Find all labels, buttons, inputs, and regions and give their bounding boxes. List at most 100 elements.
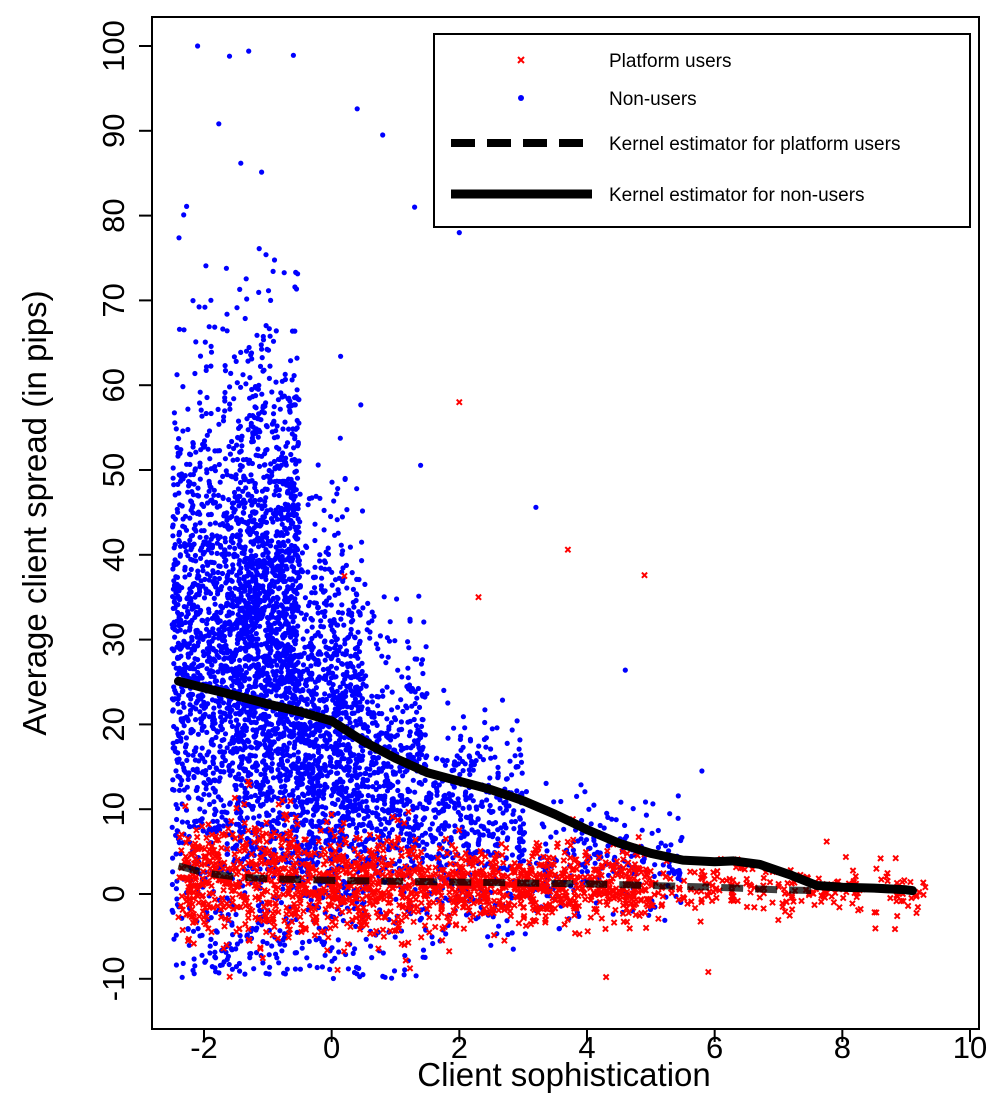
non-user-point bbox=[328, 663, 334, 669]
non-user-point bbox=[176, 537, 182, 544]
non-user-point bbox=[294, 827, 300, 834]
non-user-point bbox=[274, 529, 280, 535]
non-user-point bbox=[286, 395, 292, 401]
non-user-point bbox=[187, 537, 193, 543]
non-user-point bbox=[314, 797, 320, 803]
non-user-point bbox=[418, 822, 424, 828]
non-user-point bbox=[414, 805, 420, 811]
non-user-point bbox=[262, 604, 268, 610]
non-user-point bbox=[405, 675, 411, 681]
non-user-point bbox=[278, 508, 284, 515]
non-user-point bbox=[181, 767, 187, 774]
non-user-point bbox=[293, 653, 299, 659]
non-user-point bbox=[301, 616, 308, 622]
non-user-point bbox=[275, 552, 281, 558]
non-user-point bbox=[234, 941, 240, 947]
non-user-point bbox=[203, 626, 210, 632]
non-user-point bbox=[321, 698, 327, 704]
non-user-point bbox=[175, 453, 181, 459]
non-user-point bbox=[282, 371, 288, 377]
non-user-point bbox=[315, 804, 322, 810]
non-user-point bbox=[281, 742, 287, 748]
non-user-point bbox=[357, 692, 363, 698]
non-user-point bbox=[260, 667, 266, 673]
non-user-point bbox=[197, 389, 203, 395]
non-user-point bbox=[516, 844, 522, 850]
non-user-point bbox=[360, 605, 366, 611]
non-user-point bbox=[317, 558, 323, 564]
non-user-point bbox=[181, 666, 187, 672]
non-user-point bbox=[352, 797, 358, 803]
non-user-point bbox=[475, 816, 481, 822]
non-user-point bbox=[176, 614, 182, 620]
non-user-point bbox=[247, 955, 253, 961]
non-user-point bbox=[252, 590, 258, 596]
non-user-point bbox=[260, 539, 266, 545]
non-user-point bbox=[451, 800, 457, 806]
non-user-point bbox=[195, 582, 201, 588]
non-user-point bbox=[473, 850, 480, 856]
non-user-point bbox=[297, 673, 303, 679]
non-user-point bbox=[380, 950, 386, 956]
non-user-point bbox=[284, 566, 290, 572]
non-user-point bbox=[287, 689, 293, 696]
non-user-point bbox=[503, 807, 509, 813]
non-user-point bbox=[504, 837, 510, 843]
non-user-point bbox=[361, 816, 367, 822]
non-user-point bbox=[295, 604, 301, 610]
non-user-point bbox=[284, 776, 290, 782]
non-user-point bbox=[256, 795, 262, 801]
non-user-point bbox=[465, 843, 471, 849]
non-user-point bbox=[176, 235, 182, 241]
non-user-point bbox=[422, 815, 428, 821]
non-user-point bbox=[283, 443, 289, 449]
non-user-point bbox=[297, 812, 303, 818]
non-user-point bbox=[199, 662, 205, 668]
non-user-point bbox=[326, 566, 332, 572]
non-user-point bbox=[202, 959, 208, 965]
non-user-point bbox=[341, 795, 347, 801]
non-user-point bbox=[517, 815, 523, 821]
non-user-point bbox=[174, 618, 180, 624]
non-user-point bbox=[227, 451, 233, 457]
non-user-point bbox=[255, 606, 261, 613]
non-user-point bbox=[254, 768, 260, 774]
non-user-point bbox=[330, 975, 336, 982]
non-user-point bbox=[176, 787, 183, 794]
non-user-point bbox=[405, 639, 411, 645]
non-user-point bbox=[182, 524, 188, 530]
non-user-point bbox=[189, 637, 195, 643]
non-user-point bbox=[315, 462, 321, 468]
non-user-point bbox=[285, 538, 291, 544]
non-user-point bbox=[193, 611, 199, 618]
non-user-point bbox=[357, 805, 363, 811]
non-user-point bbox=[239, 463, 245, 469]
non-user-point bbox=[200, 828, 206, 834]
non-user-point bbox=[420, 805, 426, 811]
non-user-point bbox=[256, 463, 263, 469]
non-user-point bbox=[198, 607, 204, 614]
non-user-point bbox=[264, 940, 270, 946]
non-user-point bbox=[229, 513, 235, 520]
non-user-point bbox=[257, 623, 263, 629]
non-user-point bbox=[268, 297, 274, 303]
non-user-point bbox=[269, 721, 275, 728]
non-user-point bbox=[190, 492, 196, 498]
non-user-point bbox=[175, 602, 181, 608]
non-user-point bbox=[179, 471, 185, 477]
non-user-point bbox=[263, 447, 269, 453]
non-user-point bbox=[200, 693, 206, 699]
non-user-point bbox=[281, 647, 287, 653]
non-user-point bbox=[250, 727, 256, 733]
non-user-point bbox=[416, 780, 422, 786]
non-user-point bbox=[206, 639, 212, 645]
non-user-point bbox=[281, 721, 287, 727]
non-user-point bbox=[511, 808, 517, 814]
non-user-point bbox=[277, 585, 283, 591]
non-user-point bbox=[354, 687, 360, 694]
non-user-point bbox=[259, 346, 265, 352]
non-user-point bbox=[369, 955, 375, 961]
non-user-point bbox=[292, 682, 298, 688]
non-user-point bbox=[256, 557, 262, 564]
non-user-point bbox=[485, 934, 491, 940]
